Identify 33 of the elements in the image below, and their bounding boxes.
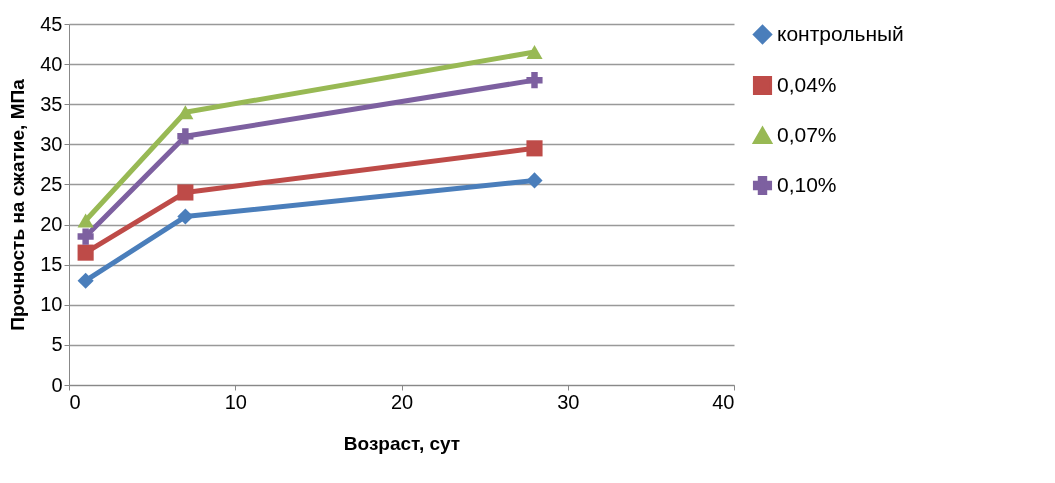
y-tick-label: 0	[51, 373, 63, 396]
point	[526, 140, 543, 157]
point	[526, 72, 543, 89]
y-tick-label: 20	[40, 213, 63, 236]
y-tick-label: 45	[40, 12, 63, 35]
x-tick-label: 10	[224, 390, 247, 413]
legend-label: 0,10%	[777, 172, 837, 196]
y-tick-label: 5	[51, 333, 63, 356]
point	[177, 105, 194, 120]
y-tick-label: 10	[40, 293, 63, 316]
legend-label: 0,04%	[777, 72, 837, 96]
y-tick-label: 15	[40, 253, 63, 276]
x-tick-label: 40	[712, 390, 735, 413]
x-tick-label: 20	[390, 390, 414, 413]
point	[177, 208, 194, 225]
point	[77, 272, 94, 289]
point	[77, 213, 94, 228]
point	[526, 172, 543, 189]
y-tick-label: 35	[40, 92, 63, 115]
x-axis-title: Возраст, сут	[343, 432, 461, 454]
x-tick-label: 30	[557, 390, 580, 413]
y-tick-label: 25	[40, 172, 63, 195]
legend-label: контрольный	[777, 21, 904, 45]
legend-label: 0,07%	[777, 122, 837, 146]
point	[526, 45, 543, 60]
point	[177, 128, 194, 145]
y-tick-label: 40	[40, 52, 63, 75]
point	[77, 244, 94, 261]
x-tick-label: 0	[69, 390, 81, 413]
y-tick-label: 30	[40, 132, 63, 155]
y-axis-title: Прочность на сжатие, МПа	[7, 78, 29, 331]
point	[177, 184, 194, 201]
point	[77, 228, 94, 245]
